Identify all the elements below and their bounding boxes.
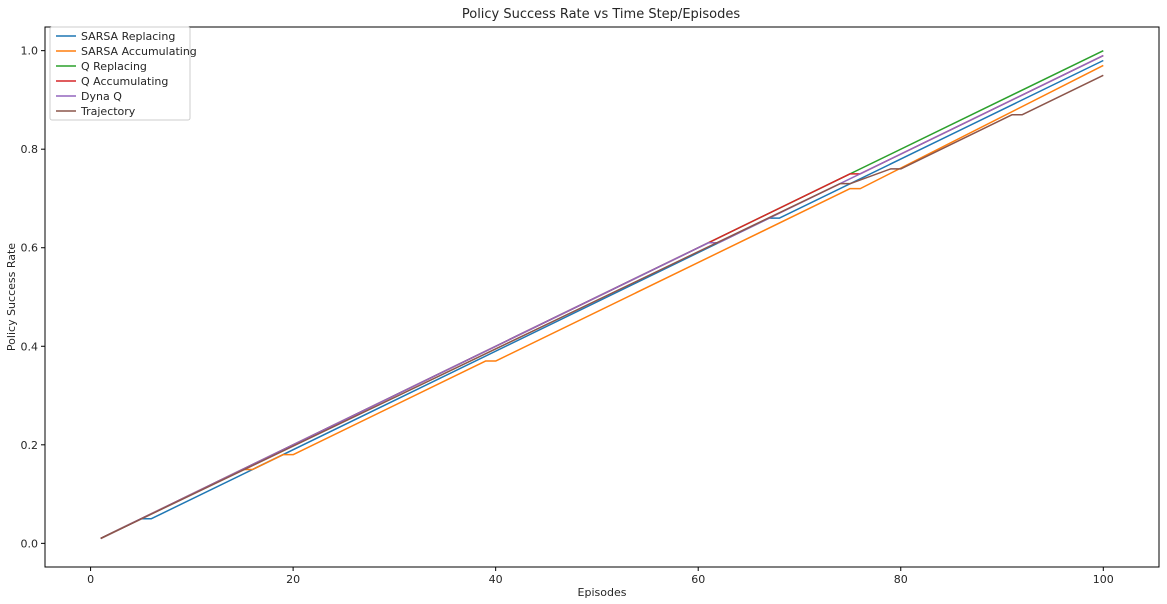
series-line-5 <box>100 54 1104 540</box>
y-tick-label: 0.2 <box>21 439 39 452</box>
legend-label: SARSA Replacing <box>81 30 175 43</box>
series-line-2 <box>100 64 1104 540</box>
chart-title: Policy Success Rate vs Time Step/Episode… <box>462 7 741 22</box>
legend-label: Q Accumulating <box>81 75 168 88</box>
y-axis-label: Policy Success Rate <box>5 243 18 351</box>
y-tick-label: 1.0 <box>21 45 39 58</box>
legend-label: Q Replacing <box>81 60 147 73</box>
x-axis-label: Episodes <box>578 586 627 599</box>
legend-box <box>49 26 191 121</box>
axes-frame <box>44 26 1160 568</box>
x-tick-label: 80 <box>894 573 908 586</box>
x-tick-label: 0 <box>87 573 94 586</box>
x-tick-label: 20 <box>286 573 300 586</box>
series-line-1 <box>100 59 1104 540</box>
series-line-6 <box>100 74 1104 540</box>
legend: SARSA Replacing SARSA Accumulating Q Repla… <box>49 26 197 121</box>
legend-label: Trajectory <box>80 105 136 118</box>
legend-label: SARSA Accumulating <box>81 45 197 58</box>
plot-area <box>100 49 1104 540</box>
x-tick-label: 40 <box>489 573 503 586</box>
legend-label: Dyna Q <box>81 90 122 103</box>
y-axis: 0.0 0.2 0.4 0.6 0.8 1.0 <box>21 45 45 550</box>
y-tick-label: 0.8 <box>21 143 39 156</box>
x-axis: 0 20 40 60 80 100 <box>87 567 1114 586</box>
y-tick-label: 0.6 <box>21 242 39 255</box>
y-tick-label: 0.0 <box>21 537 39 550</box>
y-tick-label: 0.4 <box>21 340 39 353</box>
x-tick-label: 100 <box>1093 573 1114 586</box>
x-tick-label: 60 <box>691 573 705 586</box>
